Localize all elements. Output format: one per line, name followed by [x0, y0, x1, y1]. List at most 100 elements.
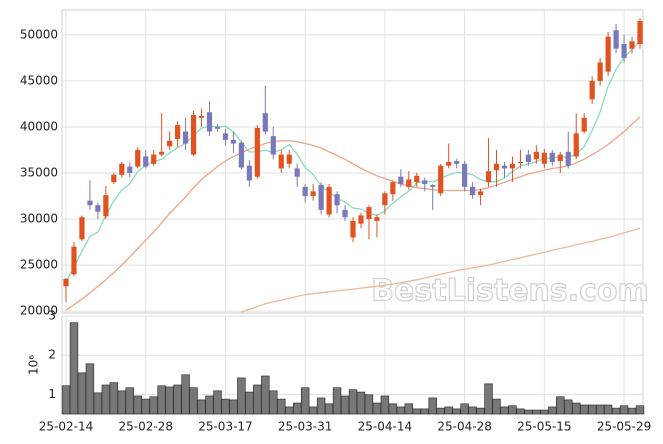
volume-bar — [468, 406, 477, 415]
candle-body — [63, 278, 69, 287]
candle-body — [151, 154, 157, 164]
candle-body — [509, 163, 516, 169]
moving-average-line — [65, 116, 641, 311]
y-tick-label: 20000 — [20, 304, 58, 318]
candle-body — [270, 136, 276, 155]
candle-body — [541, 152, 547, 164]
candle-body — [525, 154, 531, 162]
volume-bar — [460, 403, 469, 415]
volume-bar — [85, 363, 95, 415]
volume-bar — [619, 405, 629, 415]
candle-body — [119, 163, 125, 175]
x-tick-label: 25-05-29 — [597, 420, 651, 434]
candle-body — [589, 80, 595, 100]
candle-body — [238, 142, 244, 168]
candle-body — [549, 152, 555, 162]
volume-bar — [229, 399, 238, 415]
volume-bar — [133, 395, 142, 415]
volume-bar — [595, 404, 605, 415]
candle-body — [190, 114, 197, 155]
candle-body — [430, 184, 436, 187]
x-tick-label: 25-02-28 — [118, 420, 172, 434]
volume-bar — [69, 322, 79, 415]
volume-bar — [292, 402, 302, 415]
volume-bar — [492, 398, 501, 415]
volume-bar — [540, 409, 549, 415]
candle-body — [446, 161, 452, 166]
candle-body — [342, 209, 348, 218]
volume-bar — [603, 404, 613, 415]
candle-body — [406, 179, 412, 187]
volume-bar — [380, 395, 390, 415]
candle-body — [135, 149, 141, 167]
moving-average-line — [241, 227, 641, 313]
volume-bar — [165, 386, 174, 415]
candle-body — [302, 186, 308, 197]
volume-bar — [611, 407, 621, 415]
candle-body — [95, 205, 101, 212]
candle-body — [206, 112, 213, 132]
y-tick-label: 45000 — [20, 73, 58, 87]
volume-bar — [237, 377, 246, 415]
candle-body — [533, 151, 539, 160]
volume-bar — [213, 390, 222, 415]
volume-bar — [149, 396, 158, 415]
y-axis-label: 10⁶ — [27, 355, 41, 375]
candle-body — [565, 151, 571, 166]
candle-body — [167, 140, 173, 147]
candle-body — [334, 194, 340, 206]
candle-body — [246, 165, 252, 181]
candle-body — [318, 184, 324, 210]
volume-bar — [125, 387, 134, 415]
candle-body — [597, 62, 603, 81]
x-tick-label: 25-04-28 — [437, 420, 491, 434]
volume-bar — [484, 383, 493, 415]
candle-body — [230, 139, 237, 144]
candle-body — [621, 44, 627, 58]
volume-bar — [436, 407, 445, 415]
candle-body — [398, 176, 404, 185]
candle-body — [350, 220, 356, 238]
y-tick-label: 50000 — [20, 27, 58, 41]
y-tick-label: 30000 — [20, 212, 58, 226]
volume-bar — [324, 403, 334, 415]
candle-body — [262, 113, 268, 132]
candle-body — [485, 171, 492, 183]
volume-bar — [245, 391, 254, 415]
volume-bar — [261, 375, 270, 415]
candle-body — [469, 186, 476, 196]
volume-bar — [396, 406, 406, 415]
candle-body — [581, 117, 587, 132]
y-tick-label: 3 — [48, 309, 56, 323]
volume-bar — [332, 387, 342, 415]
candle-body — [143, 156, 149, 167]
volume-bar — [277, 398, 286, 415]
volume-bar — [197, 399, 206, 415]
candle-body — [358, 215, 364, 224]
candle-body — [182, 131, 189, 144]
volume-bar — [173, 384, 182, 415]
volume-bar — [587, 404, 597, 415]
volume-bar — [93, 392, 103, 415]
volume-bar — [253, 384, 262, 415]
volume-bar — [579, 404, 589, 415]
candle-body — [222, 133, 229, 140]
volume-bar — [372, 402, 382, 415]
volume-bar — [548, 406, 557, 415]
volume-bar — [300, 387, 310, 415]
volume-bar — [308, 406, 318, 415]
volume-bar — [205, 395, 214, 415]
volume-bar — [635, 405, 645, 415]
candle-body — [517, 161, 524, 163]
volume-bar — [356, 391, 366, 415]
x-tick-label: 25-02-14 — [39, 420, 93, 434]
candle-body — [422, 180, 428, 185]
candle-body — [294, 168, 300, 177]
candle-body — [374, 217, 380, 221]
volume-bar — [516, 408, 525, 415]
volume-bar — [564, 399, 573, 415]
y-tick-label: 1 — [48, 387, 56, 401]
volume-bar — [181, 374, 190, 415]
candle-body — [326, 186, 332, 215]
